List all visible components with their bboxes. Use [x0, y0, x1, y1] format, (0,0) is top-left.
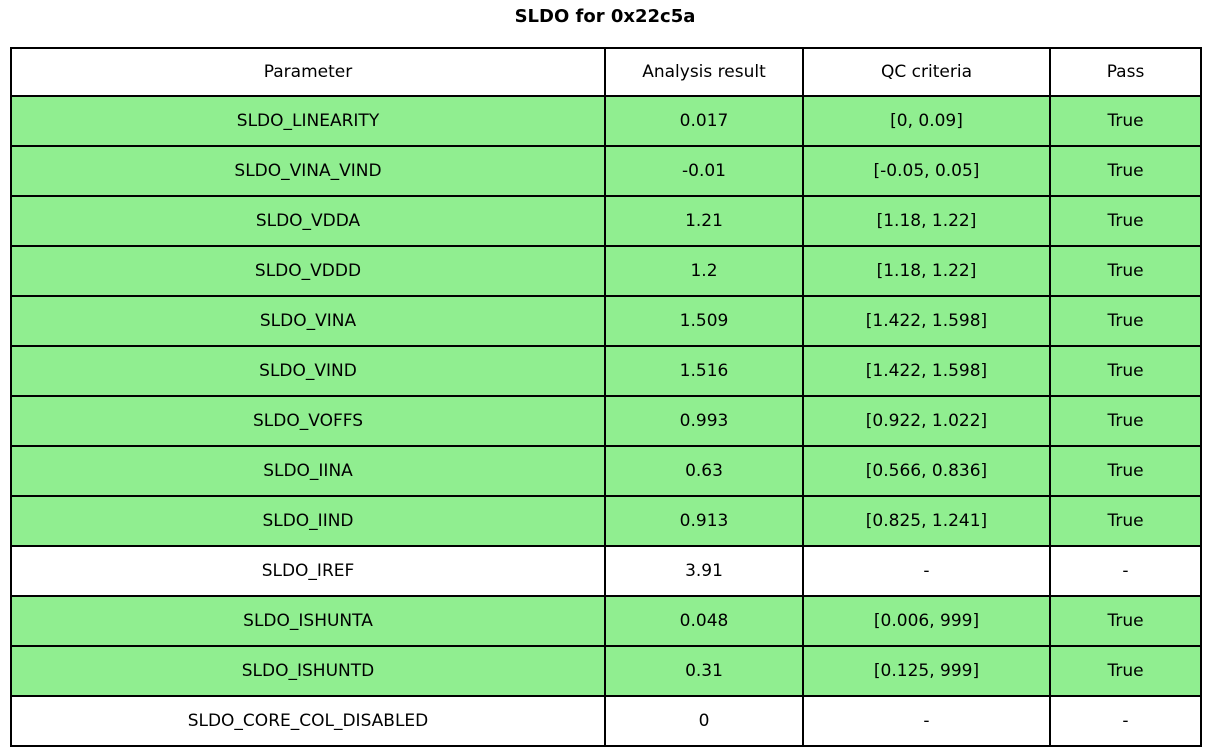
analysis-result-cell: 3.91 — [604, 545, 804, 597]
qc-criteria-cell: [0.006, 999] — [802, 595, 1051, 647]
parameter-cell: SLDO_LINEARITY — [10, 95, 606, 147]
analysis-result-cell: -0.01 — [604, 145, 804, 197]
table-row: SLDO_VIND 1.516 [1.422, 1.598] True — [10, 345, 1202, 397]
pass-cell: True — [1049, 295, 1202, 347]
table-row: SLDO_VDDD 1.2 [1.18, 1.22] True — [10, 245, 1202, 297]
parameter-cell: SLDO_CORE_COL_DISABLED — [10, 695, 606, 747]
column-header-parameter: Parameter — [10, 47, 606, 97]
analysis-result-cell: 0.993 — [604, 395, 804, 447]
table-row: SLDO_VINA 1.509 [1.422, 1.598] True — [10, 295, 1202, 347]
pass-cell: True — [1049, 445, 1202, 497]
header-row: Parameter Analysis result QC criteria Pa… — [10, 47, 1202, 97]
qc-criteria-cell: [-0.05, 0.05] — [802, 145, 1051, 197]
analysis-result-cell: 0.913 — [604, 495, 804, 547]
qc-criteria-cell: - — [802, 545, 1051, 597]
analysis-result-cell: 0 — [604, 695, 804, 747]
table-row: SLDO_ISHUNTD 0.31 [0.125, 999] True — [10, 645, 1202, 697]
table-row: SLDO_CORE_COL_DISABLED 0 - - — [10, 695, 1202, 747]
parameter-cell: SLDO_ISHUNTA — [10, 595, 606, 647]
table-row: SLDO_IREF 3.91 - - — [10, 545, 1202, 597]
table-row: SLDO_ISHUNTA 0.048 [0.006, 999] True — [10, 595, 1202, 647]
parameter-cell: SLDO_IIND — [10, 495, 606, 547]
pass-cell: - — [1049, 545, 1202, 597]
pass-cell: True — [1049, 345, 1202, 397]
parameter-cell: SLDO_VDDA — [10, 195, 606, 247]
parameter-cell: SLDO_VDDD — [10, 245, 606, 297]
qc-criteria-cell: [0.825, 1.241] — [802, 495, 1051, 547]
column-header-qc-criteria: QC criteria — [802, 47, 1051, 97]
analysis-result-cell: 0.63 — [604, 445, 804, 497]
table-row: SLDO_IINA 0.63 [0.566, 0.836] True — [10, 445, 1202, 497]
qc-criteria-cell: [0.922, 1.022] — [802, 395, 1051, 447]
table-row: SLDO_IIND 0.913 [0.825, 1.241] True — [10, 495, 1202, 547]
parameter-cell: SLDO_IINA — [10, 445, 606, 497]
qc-criteria-cell: [0.566, 0.836] — [802, 445, 1051, 497]
chart-title: SLDO for 0x22c5a — [514, 6, 696, 27]
qc-criteria-cell: [1.422, 1.598] — [802, 295, 1051, 347]
parameter-cell: SLDO_VOFFS — [10, 395, 606, 447]
analysis-result-cell: 0.048 — [604, 595, 804, 647]
analysis-result-cell: 0.017 — [604, 95, 804, 147]
analysis-result-cell: 1.21 — [604, 195, 804, 247]
column-header-pass: Pass — [1049, 47, 1202, 97]
table-row: SLDO_VOFFS 0.993 [0.922, 1.022] True — [10, 395, 1202, 447]
table-header: Parameter Analysis result QC criteria Pa… — [10, 47, 1202, 97]
pass-cell: True — [1049, 645, 1202, 697]
analysis-result-cell: 1.509 — [604, 295, 804, 347]
qc-criteria-cell: [1.18, 1.22] — [802, 245, 1051, 297]
pass-cell: True — [1049, 495, 1202, 547]
parameter-cell: SLDO_VINA — [10, 295, 606, 347]
qc-criteria-cell: - — [802, 695, 1051, 747]
pass-cell: True — [1049, 145, 1202, 197]
qc-criteria-cell: [0, 0.09] — [802, 95, 1051, 147]
pass-cell: True — [1049, 595, 1202, 647]
pass-cell: True — [1049, 195, 1202, 247]
table-row: SLDO_VINA_VIND -0.01 [-0.05, 0.05] True — [10, 145, 1202, 197]
pass-cell: True — [1049, 395, 1202, 447]
parameter-cell: SLDO_ISHUNTD — [10, 645, 606, 697]
table-row: SLDO_VDDA 1.21 [1.18, 1.22] True — [10, 195, 1202, 247]
analysis-result-cell: 1.2 — [604, 245, 804, 297]
pass-cell: True — [1049, 245, 1202, 297]
qc-criteria-cell: [1.18, 1.22] — [802, 195, 1051, 247]
qc-results-table: Parameter Analysis result QC criteria Pa… — [10, 47, 1202, 747]
parameter-cell: SLDO_VINA_VIND — [10, 145, 606, 197]
qc-criteria-cell: [0.125, 999] — [802, 645, 1051, 697]
pass-cell: True — [1049, 95, 1202, 147]
parameter-cell: SLDO_VIND — [10, 345, 606, 397]
analysis-result-cell: 1.516 — [604, 345, 804, 397]
pass-cell: - — [1049, 695, 1202, 747]
table-row: SLDO_LINEARITY 0.017 [0, 0.09] True — [10, 95, 1202, 147]
analysis-result-cell: 0.31 — [604, 645, 804, 697]
parameter-cell: SLDO_IREF — [10, 545, 606, 597]
column-header-analysis-result: Analysis result — [604, 47, 804, 97]
qc-criteria-cell: [1.422, 1.598] — [802, 345, 1051, 397]
table-body: SLDO_LINEARITY 0.017 [0, 0.09] True SLDO… — [10, 95, 1202, 747]
